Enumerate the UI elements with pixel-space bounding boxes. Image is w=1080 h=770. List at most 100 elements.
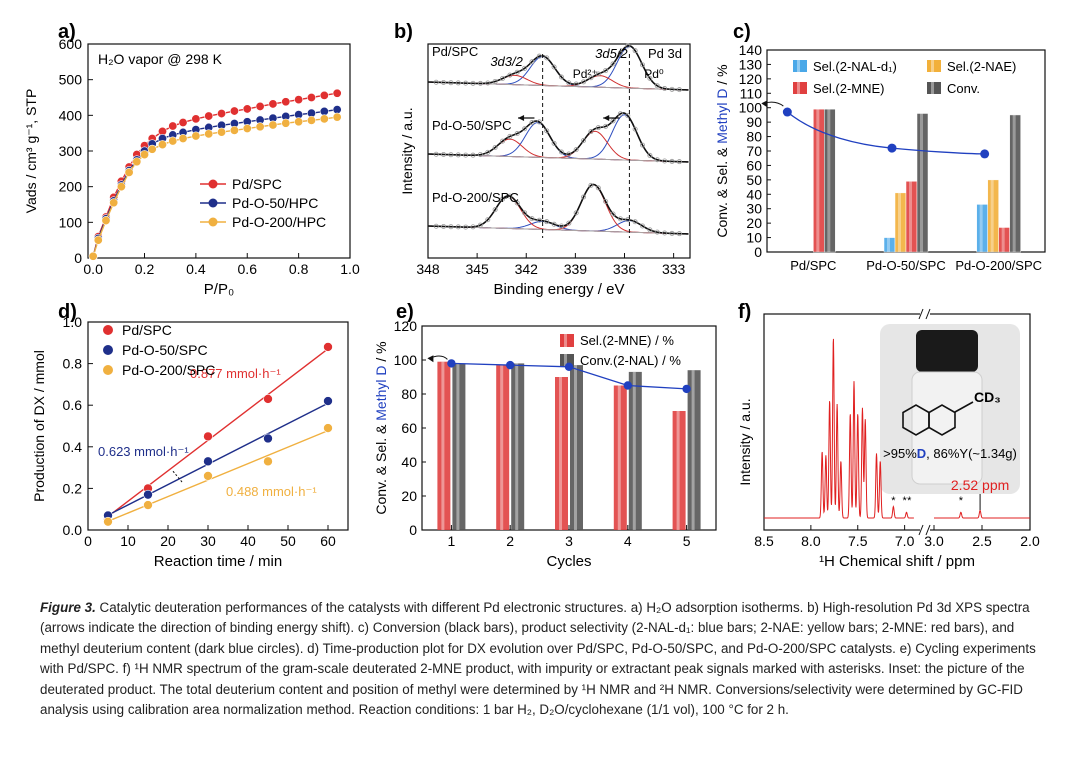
legend-label: Pd/SPC (122, 322, 172, 338)
data-point (485, 80, 491, 86)
y-axis-label-highlight: Methyl D (373, 365, 389, 420)
data-point (507, 133, 513, 139)
category-label: 1 (448, 533, 456, 549)
y-tick-label: 0.2 (63, 480, 83, 496)
y-tick-label: 600 (59, 36, 83, 52)
data-point (610, 118, 616, 124)
legend-swatch (793, 82, 807, 94)
data-point (529, 120, 535, 126)
y-tick-label: 60 (401, 420, 417, 436)
data-point (323, 423, 333, 433)
data-point (595, 125, 601, 131)
data-point (470, 224, 476, 230)
bar-highlight (559, 377, 562, 530)
legend-label: Sel.(2-NAE) (947, 59, 1016, 74)
legend-label: Sel.(2-NAL-d₁) (813, 59, 897, 74)
category-label: Pd-O-50/SPC (866, 258, 945, 273)
data-point (455, 224, 461, 230)
data-point (323, 396, 333, 406)
category-label: 4 (624, 533, 632, 549)
bar (672, 411, 686, 530)
legend-marker (208, 179, 218, 189)
legend-label: Pd-O-50/HPC (232, 195, 318, 211)
data-point (217, 127, 227, 137)
fit-line (103, 402, 329, 518)
data-point (433, 151, 439, 157)
bar-highlight (1012, 114, 1016, 252)
data-point (514, 131, 520, 137)
axis-break-gap (920, 525, 930, 535)
y-tick-label: 0 (74, 250, 82, 266)
data-point (558, 149, 564, 155)
data-point (319, 106, 329, 116)
data-point (647, 75, 653, 81)
impurity-asterisk: * (959, 495, 964, 507)
data-point (603, 68, 609, 74)
data-point (306, 115, 316, 125)
y-tick-label: 0.0 (63, 522, 83, 538)
fit-line (103, 429, 329, 524)
spectrum-line (934, 509, 1030, 519)
x-tick-label: 2.0 (1020, 533, 1040, 549)
data-point (654, 83, 660, 89)
data-point (168, 136, 178, 146)
category-label: 5 (683, 533, 691, 549)
data-point (255, 122, 265, 132)
legend-swatch-stripe (931, 60, 934, 72)
y-tick-label: 100 (739, 100, 763, 116)
x-tick-label: 7.0 (895, 533, 915, 549)
bar-highlight (676, 411, 680, 530)
data-point (178, 117, 188, 127)
data-point (514, 200, 520, 206)
x-axis-label: P/P₀ (204, 281, 234, 298)
x-tick-label: 40 (240, 533, 256, 549)
x-tick-label: 345 (465, 261, 489, 277)
bar-highlight (827, 109, 831, 253)
data-point (500, 138, 506, 144)
data-point (229, 125, 239, 135)
x-axis-label: Binding energy / eV (494, 281, 625, 298)
data-point (319, 90, 329, 100)
data-point (88, 251, 98, 261)
inset-text: >95%D, 86%Y(~1.34g) (883, 446, 1017, 461)
y-tick-label: 500 (59, 72, 83, 88)
y-tick-label: 130 (739, 56, 763, 72)
data-point (573, 81, 579, 87)
data-point (551, 140, 557, 146)
y-axis-label-part: Conv. & Sel. & (373, 421, 389, 515)
data-point (544, 219, 550, 225)
panel-d-letter: d) (58, 301, 77, 323)
legend-swatch-stripe (564, 354, 567, 367)
legend-label: Sel.(2-MNE) / % (580, 333, 674, 348)
x-tick-label: 348 (416, 261, 440, 277)
bar-highlight (979, 204, 983, 252)
data-point (203, 431, 213, 442)
legend-label: Conv.(2-NAL) / % (580, 353, 681, 368)
data-point (132, 157, 142, 167)
peak-label: Pd⁰ (644, 67, 664, 81)
methyl-d-point (564, 362, 574, 371)
legend-swatch-stripe (564, 334, 567, 347)
axis-break-mark (925, 308, 931, 320)
x-tick-label: 339 (564, 261, 588, 277)
peak-label: Pd²⁺ (573, 67, 598, 81)
data-point (157, 140, 167, 150)
bar (916, 113, 929, 253)
data-point (109, 198, 119, 208)
legend-swatch (927, 60, 941, 72)
methyl-bond-icon (954, 401, 974, 413)
data-point (268, 120, 278, 130)
data-point (669, 158, 675, 164)
data-point (485, 217, 491, 223)
panel-e-chart: e) 0 20 40 60 80 100 120 Conv. & Sel. & Methyl … (373, 301, 717, 570)
x-tick-label: 333 (662, 261, 686, 277)
x-tick-label: 8.0 (801, 533, 821, 549)
data-point (581, 194, 587, 200)
impurity-asterisk: * (902, 495, 907, 507)
data-point (640, 62, 646, 68)
data-point (463, 224, 469, 230)
data-point (433, 223, 439, 229)
spectrum-line (764, 338, 914, 519)
data-point (610, 61, 616, 67)
data-point (477, 152, 483, 158)
